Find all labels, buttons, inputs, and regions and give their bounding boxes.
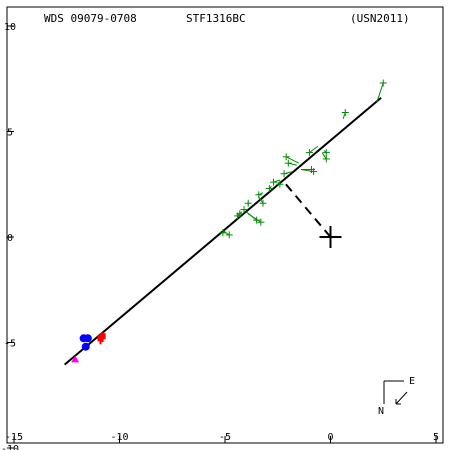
x-tick-label: 5 [433,432,439,443]
observation-marks [71,79,387,363]
motion-arrow [395,391,408,405]
plus-marker [379,79,387,87]
plus-marker [280,170,288,178]
compass-north-label: N [378,406,384,417]
compass: E N [378,376,415,417]
plus-marker [259,199,267,207]
x-tick-label: -5 [219,432,231,443]
plus-marker [265,184,273,192]
residual-line [258,196,264,204]
plus-marker [341,109,349,117]
plus-marker [282,153,290,161]
plus-marker [305,149,313,157]
header-ref: (USN2011) [350,12,410,25]
plus-marker [219,229,227,237]
plus-marker [322,149,330,157]
residual-line [285,156,300,164]
plus-marker [308,165,316,173]
header-wds: WDS 09079-0708 [44,12,137,25]
x-tick-label: 0 [327,432,333,443]
y-tick-label: -10 [1,444,19,450]
plot-frame [6,6,444,444]
plus-marker [225,231,233,239]
residual-line [309,145,319,154]
triangle-marker [71,355,80,363]
plus-marker [244,199,252,207]
cross-marker [99,332,106,343]
plus-marker [270,178,278,186]
y-tick-label: 0 [7,233,13,244]
header-name: STF1316BC [186,12,246,25]
residual-line [321,152,327,160]
compass-east-label: E [409,376,415,387]
x-tick-label: -10 [110,432,128,443]
plus-marker [276,180,284,188]
periastron-connector [283,181,332,238]
plus-marker [257,218,265,226]
residual-line [376,82,384,103]
residual-line [247,213,262,223]
plus-marker [234,212,242,220]
plus-marker [284,159,292,167]
plus-marker [322,155,330,163]
dot-marker [81,342,90,351]
y-tick-label: 10 [4,22,16,33]
plus-marker [240,206,248,214]
plus-marker [253,216,261,224]
y-tick-label: 5 [7,128,13,139]
dot-marker [83,334,92,343]
x-tick-label: -15 [5,432,23,443]
y-tick-label: -5 [4,339,16,350]
